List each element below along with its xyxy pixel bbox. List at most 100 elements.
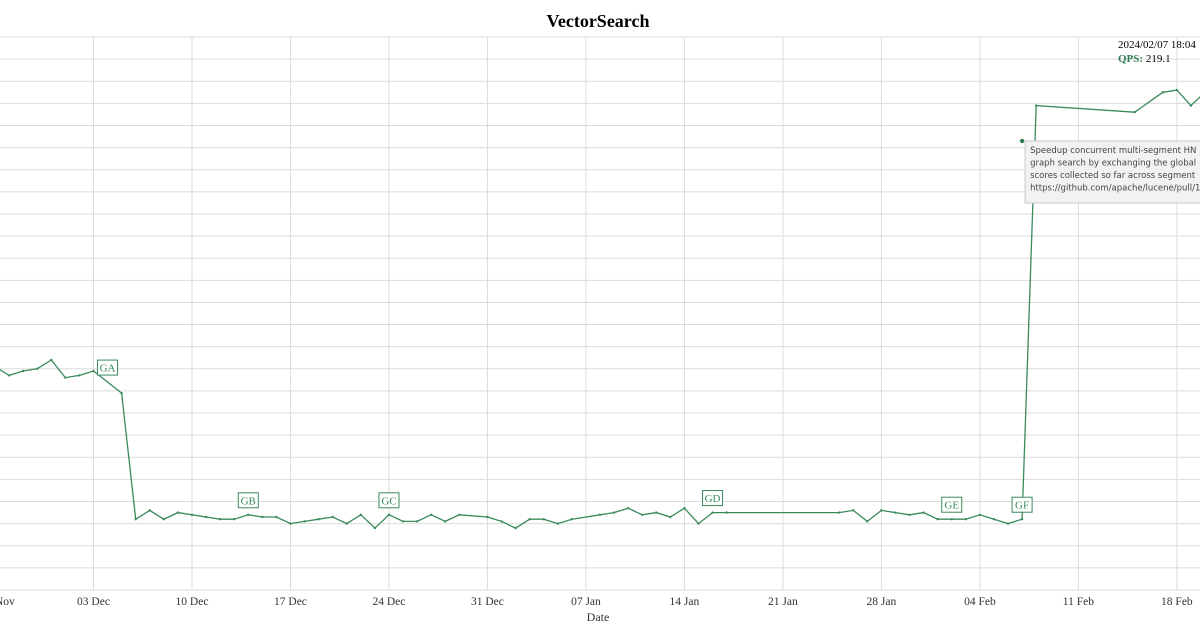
data-point[interactable] bbox=[21, 369, 25, 373]
x-tick-label: 28 Jan bbox=[867, 596, 897, 608]
data-point[interactable] bbox=[162, 518, 166, 521]
x-tick-label: Nov bbox=[0, 596, 15, 608]
data-point[interactable] bbox=[570, 518, 574, 521]
data-point[interactable] bbox=[331, 515, 334, 519]
data-point[interactable] bbox=[232, 518, 236, 521]
annotation-gc[interactable]: GC bbox=[378, 492, 400, 509]
data-point[interactable] bbox=[373, 526, 377, 530]
annotation-box[interactable] bbox=[378, 492, 400, 509]
x-tick-label: 14 Jan bbox=[670, 596, 700, 608]
data-point[interactable] bbox=[303, 520, 306, 523]
data-point[interactable] bbox=[908, 513, 911, 516]
data-point[interactable] bbox=[429, 513, 433, 516]
data-point[interactable] bbox=[922, 511, 925, 514]
data-point[interactable] bbox=[218, 518, 222, 521]
data-point[interactable] bbox=[134, 518, 137, 521]
data-point[interactable] bbox=[964, 518, 968, 521]
data-point[interactable] bbox=[317, 518, 320, 521]
x-tick-label: 17 Dec bbox=[274, 596, 307, 608]
data-point[interactable] bbox=[36, 367, 39, 370]
data-point[interactable] bbox=[275, 515, 278, 519]
highlight-qps-colon: : bbox=[1139, 53, 1145, 65]
annotation-box[interactable] bbox=[237, 492, 259, 509]
data-point[interactable] bbox=[289, 522, 292, 525]
x-tick-label: 10 Dec bbox=[176, 596, 209, 608]
data-point[interactable] bbox=[486, 515, 489, 519]
data-point[interactable] bbox=[514, 526, 517, 530]
data-point[interactable] bbox=[78, 374, 81, 377]
data-point[interactable] bbox=[556, 522, 559, 525]
data-point[interactable] bbox=[936, 518, 939, 521]
data-point[interactable] bbox=[852, 509, 855, 512]
data-point[interactable] bbox=[1034, 104, 1038, 107]
data-point[interactable] bbox=[261, 515, 264, 519]
data-point[interactable] bbox=[444, 520, 447, 523]
data-point[interactable] bbox=[711, 511, 714, 514]
annotation-box[interactable] bbox=[941, 496, 963, 513]
annotation-box[interactable] bbox=[702, 490, 724, 507]
x-axis-label: Date bbox=[587, 610, 610, 624]
data-point[interactable] bbox=[894, 511, 897, 514]
series-line[interactable] bbox=[0, 89, 1200, 529]
data-point[interactable] bbox=[247, 513, 250, 516]
annotation-ga[interactable]: GA bbox=[97, 359, 119, 376]
data-point[interactable] bbox=[528, 518, 531, 521]
data-point[interactable] bbox=[458, 513, 461, 516]
highlight-qps-value: 219.1 bbox=[1146, 53, 1171, 65]
data-point[interactable] bbox=[190, 513, 194, 516]
data-point[interactable] bbox=[120, 391, 123, 395]
data-point[interactable] bbox=[345, 522, 348, 525]
annotation-label: GD bbox=[705, 493, 721, 505]
data-point[interactable] bbox=[176, 511, 180, 514]
annotation-label: GF bbox=[1015, 500, 1029, 512]
annotation-box[interactable] bbox=[1011, 496, 1033, 513]
data-point[interactable] bbox=[1006, 522, 1010, 525]
data-point[interactable] bbox=[992, 518, 996, 521]
data-point[interactable] bbox=[641, 513, 644, 516]
data-point[interactable] bbox=[1161, 91, 1164, 94]
data-point[interactable] bbox=[92, 369, 95, 373]
data-point[interactable] bbox=[950, 518, 953, 521]
data-point[interactable] bbox=[500, 520, 503, 523]
data-point[interactable] bbox=[1189, 104, 1193, 107]
x-tick-label: 07 Jan bbox=[571, 596, 601, 608]
annotation-label: GB bbox=[241, 495, 256, 507]
annotation-gf[interactable]: GF bbox=[1011, 496, 1033, 513]
data-point[interactable] bbox=[626, 506, 630, 510]
data-point[interactable] bbox=[1175, 88, 1179, 92]
series-points bbox=[7, 88, 1193, 530]
data-point[interactable] bbox=[837, 511, 841, 514]
data-point[interactable] bbox=[683, 506, 686, 510]
data-point[interactable] bbox=[415, 520, 419, 523]
data-point[interactable] bbox=[598, 513, 602, 516]
data-point[interactable] bbox=[387, 513, 391, 516]
annotation-label: GC bbox=[381, 495, 396, 507]
data-point[interactable] bbox=[148, 509, 151, 512]
data-point[interactable] bbox=[725, 511, 728, 514]
data-point[interactable] bbox=[1133, 111, 1136, 114]
data-point[interactable] bbox=[64, 376, 67, 379]
annotation-gd[interactable]: GD bbox=[702, 490, 724, 507]
data-point[interactable] bbox=[866, 520, 869, 523]
data-point[interactable] bbox=[978, 513, 982, 516]
data-point[interactable] bbox=[1020, 518, 1024, 521]
tooltip-line: scores collected so far across segment bbox=[1030, 171, 1196, 181]
data-point[interactable] bbox=[697, 522, 700, 525]
annotation-ge[interactable]: GE bbox=[941, 496, 963, 513]
x-tick-label: 11 Feb bbox=[1063, 596, 1094, 608]
annotation-gb[interactable]: GB bbox=[237, 492, 259, 509]
x-tick-label: 24 Dec bbox=[373, 596, 406, 608]
data-point[interactable] bbox=[612, 511, 616, 514]
data-point[interactable] bbox=[880, 509, 883, 512]
annotation-box[interactable] bbox=[97, 359, 119, 376]
data-point[interactable] bbox=[204, 515, 208, 519]
data-point[interactable] bbox=[359, 513, 363, 516]
data-point[interactable] bbox=[655, 511, 658, 514]
data-point[interactable] bbox=[7, 374, 11, 377]
data-point[interactable] bbox=[542, 518, 545, 521]
data-point[interactable] bbox=[50, 358, 53, 362]
data-point[interactable] bbox=[401, 520, 405, 523]
annotation-label: GA bbox=[100, 363, 116, 375]
data-point[interactable] bbox=[669, 515, 672, 519]
x-tick-label: 31 Dec bbox=[471, 596, 504, 608]
